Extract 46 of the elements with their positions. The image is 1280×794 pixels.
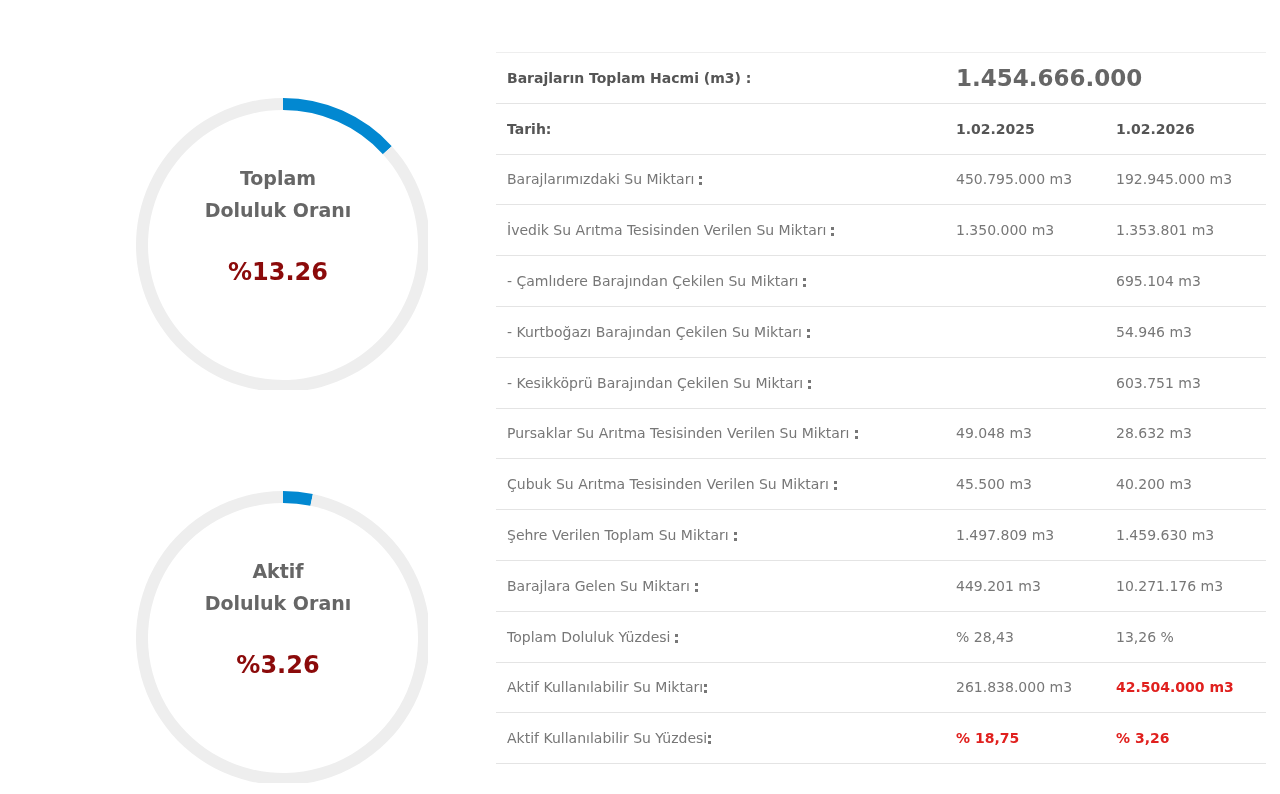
- data-label: 603.751 m3: [1116, 374, 1202, 391]
- data-label: 449.201 m3: [956, 577, 1042, 594]
- data-label: 1.497.809 m3: [956, 527, 1056, 544]
- category-label: Şehre Verilen Toplam Su Miktarı: [507, 527, 729, 544]
- data-label: 1.353.801 m3: [1116, 222, 1216, 239]
- text: 1.454.666.000: [956, 64, 1144, 91]
- text: Aktif Doluluk Oranı: [203, 559, 353, 616]
- category-label: Barajlara Gelen Su Miktarı: [507, 577, 690, 594]
- category-label: - Çamlıdere Barajından Çekilen Su Miktarı: [507, 273, 799, 290]
- data-label: 261.838.000 m3: [956, 679, 1074, 696]
- data-label: % 18,75: [956, 730, 1021, 747]
- donut-slice: [136, 491, 428, 783]
- donut-slice: [283, 98, 392, 155]
- data-label: 42.504.000 m3: [1116, 679, 1235, 696]
- data-label: 45.500 m3: [956, 476, 1033, 493]
- text: %3.26: [235, 651, 321, 679]
- data-label: 49.048 m3: [956, 425, 1033, 442]
- category-label: - Kesikköprü Barajından Çekilen Su Miktarı: [507, 374, 804, 391]
- data-label: 40.200 m3: [1116, 476, 1193, 493]
- donut-slice: [283, 491, 313, 506]
- data-label: 1.459.630 m3: [1116, 527, 1216, 544]
- donut-slice: [136, 98, 428, 390]
- text: Barajların Toplam Hacmi (m3) :: [506, 69, 753, 86]
- category-label: İvedik Su Arıtma Tesisinden Verilen Su Miktarı: [507, 222, 827, 239]
- category-label: Çubuk Su Arıtma Tesisinden Verilen Su Miktarı: [507, 476, 829, 493]
- data-label: % 28,43: [956, 628, 1015, 645]
- data-label: 450.795.000 m3: [956, 171, 1074, 188]
- category-label: Aktif Kullanılabilir Su Yüzdesi: [507, 730, 708, 747]
- category-label: Toplam Doluluk Yüzdesi: [507, 628, 671, 645]
- data-label: 13,26 %: [1116, 628, 1175, 645]
- data-label: 695.104 m3: [1116, 273, 1202, 290]
- category-label: Aktif Kullanılabilir Su Miktarı: [507, 679, 704, 696]
- data-label: 28.632 m3: [1116, 425, 1193, 442]
- data-label: % 3,26: [1116, 730, 1171, 747]
- category-label: - Kurtboğazı Barajından Çekilen Su Miktarı: [507, 323, 802, 340]
- text: Tarih:: [506, 120, 553, 137]
- data-label: 192.945.000 m3: [1116, 171, 1234, 188]
- text: %13.26: [227, 258, 329, 286]
- text: Toplam Doluluk Oranı: [203, 166, 353, 223]
- category-label: Pursaklar Su Arıtma Tesisinden Verilen Su Miktarı: [507, 425, 850, 442]
- data-label: 10.271.176 m3: [1116, 577, 1225, 594]
- data-label: 1.350.000 m3: [956, 222, 1056, 239]
- category-label: Barajlarımızdaki Su Miktarı: [507, 171, 695, 188]
- data-label: 54.946 m3: [1116, 323, 1193, 340]
- legend-label: 1.02.2026: [1116, 120, 1196, 137]
- legend-label: 1.02.2025: [956, 120, 1036, 137]
